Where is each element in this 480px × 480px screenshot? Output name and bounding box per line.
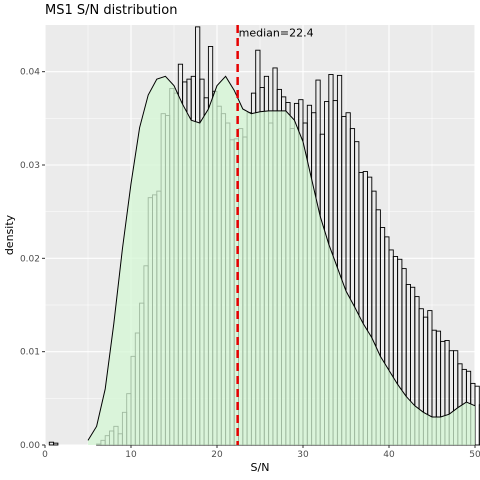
- x-tick-label: 20: [211, 450, 223, 460]
- median-label: median=22.4: [239, 27, 314, 40]
- x-tick-label: 10: [125, 450, 137, 460]
- x-tick-label: 30: [297, 450, 309, 460]
- y-tick-label: 0.01: [20, 348, 40, 358]
- y-tick-label: 0.00: [20, 441, 40, 451]
- histogram-bar: [474, 385, 480, 446]
- y-tick-label: 0.04: [20, 68, 40, 78]
- y-tick-label: 0.02: [20, 254, 40, 264]
- chart-title: MS1 S/N distribution: [45, 3, 178, 18]
- x-tick-label: 50: [469, 450, 480, 460]
- x-tick-label: 0: [42, 450, 48, 460]
- density-curve: [87, 75, 476, 441]
- histogram-bar: [478, 404, 480, 446]
- x-axis-title: S/N: [251, 461, 270, 474]
- histogram-bar: [53, 442, 59, 446]
- x-tick-label: 40: [383, 450, 395, 460]
- y-axis-title: density: [3, 214, 16, 255]
- y-tick-label: 0.03: [20, 161, 40, 171]
